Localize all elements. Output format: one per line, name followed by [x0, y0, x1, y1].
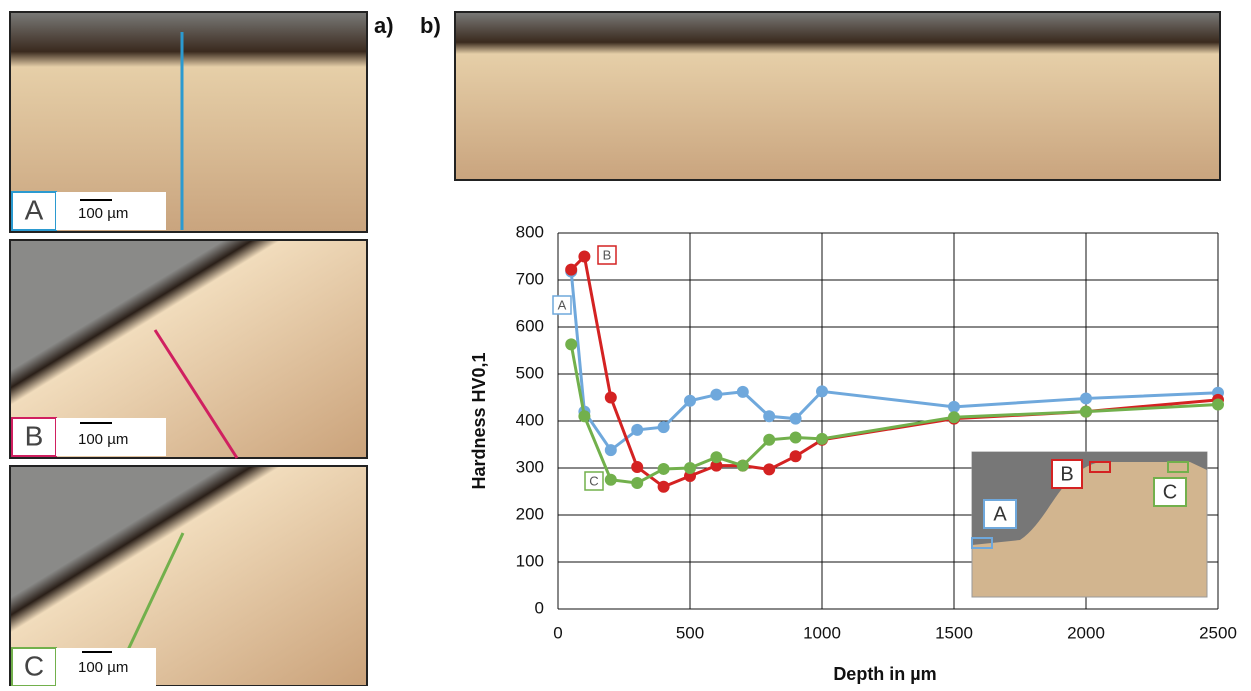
data-point — [710, 459, 723, 472]
series-label-box — [552, 295, 572, 315]
data-point — [657, 421, 670, 434]
data-point — [604, 473, 617, 486]
data-point — [631, 461, 644, 474]
x-tick-label: 0 — [553, 623, 562, 642]
y-tick-label: 100 — [516, 551, 544, 570]
scale-bar-label: 100 µm — [78, 431, 128, 448]
data-point — [657, 480, 670, 493]
data-point — [789, 412, 802, 425]
data-point — [710, 451, 723, 464]
y-tick-label: 500 — [516, 363, 544, 382]
series-label-box — [584, 471, 604, 491]
data-point — [948, 400, 960, 413]
data-point — [657, 462, 670, 475]
micrograph-b — [9, 239, 368, 459]
data-point — [631, 423, 644, 436]
y-tick-label: 200 — [516, 504, 544, 523]
data-point — [789, 450, 802, 463]
inset-label-box — [1153, 477, 1187, 507]
inset-location — [1167, 461, 1189, 473]
data-point — [763, 433, 776, 446]
y-tick-label: 400 — [516, 410, 544, 429]
x-tick-label: 2000 — [1067, 623, 1105, 642]
data-point — [763, 410, 776, 423]
data-point — [763, 463, 776, 476]
micrograph-a — [9, 11, 368, 233]
data-point — [684, 394, 696, 407]
series-label-box — [597, 245, 617, 265]
inset-location — [971, 537, 993, 549]
y-tick-label: 800 — [516, 222, 544, 241]
legend-label: B — [603, 247, 612, 262]
data-point — [578, 410, 591, 423]
data-point — [1212, 398, 1224, 411]
inset-location — [1089, 461, 1111, 473]
micrograph-label: B — [25, 420, 44, 451]
y-tick-label: 600 — [516, 316, 544, 335]
micrograph-c — [9, 465, 368, 687]
data-point — [710, 388, 723, 401]
data-point — [736, 459, 749, 472]
y-axis-title: Hardness HV0,1 — [469, 352, 489, 489]
data-point — [816, 432, 828, 445]
legend-label: C — [589, 473, 598, 488]
y-tick-label: 0 — [535, 598, 544, 617]
y-tick-label: 700 — [516, 269, 544, 288]
data-point — [1080, 405, 1092, 418]
inset-background — [972, 452, 1207, 545]
inset-label: B — [1060, 463, 1073, 485]
data-point — [565, 263, 578, 276]
data-point — [604, 391, 617, 404]
data-point — [1080, 392, 1092, 405]
data-point — [631, 477, 644, 490]
data-point — [565, 338, 578, 351]
y-tick-label: 300 — [516, 457, 544, 476]
data-point — [736, 385, 749, 398]
panel-label: a) — [374, 13, 394, 38]
x-tick-label: 1000 — [803, 623, 841, 642]
data-point — [948, 411, 960, 424]
micrograph-label: A — [25, 194, 44, 225]
data-point — [816, 385, 828, 398]
data-point — [604, 444, 617, 457]
data-point — [684, 462, 696, 474]
scale-bar-label: 100 µm — [78, 659, 128, 676]
legend-label: A — [558, 297, 567, 312]
scale-bar-label: 100 µm — [78, 205, 128, 222]
panel-label: b) — [420, 13, 441, 38]
x-tick-label: 500 — [676, 623, 704, 642]
x-axis-title: Depth in µm — [833, 664, 936, 684]
x-tick-label: 2500 — [1199, 623, 1237, 642]
inset-label-box — [983, 499, 1017, 529]
inset-label: C — [1163, 481, 1177, 503]
data-point — [789, 431, 802, 444]
inset-label-box — [1051, 459, 1083, 489]
data-point — [578, 250, 591, 263]
micrograph-label: C — [24, 650, 44, 681]
micrograph-overview — [454, 11, 1221, 181]
inset-label: A — [993, 503, 1007, 525]
x-tick-label: 1500 — [935, 623, 973, 642]
